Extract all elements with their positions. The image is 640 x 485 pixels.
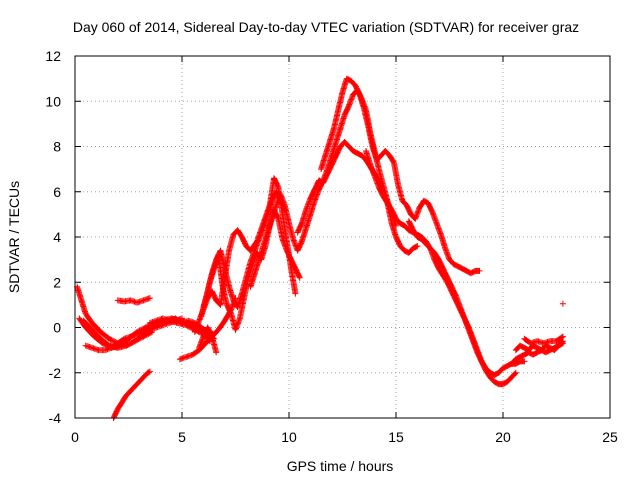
data-marker-path [114,295,153,306]
data-marker-path [521,333,566,347]
x-tick-label: 5 [178,429,186,445]
series-track-q [405,218,519,388]
series-track-f [114,295,153,306]
chart-title: Day 060 of 2014, Sidereal Day-to-day VTE… [73,19,579,35]
data-marker-path [363,148,528,378]
series-track-t [521,333,566,347]
series-track-l [200,188,288,311]
y-tick-label: 6 [53,184,61,200]
data-marker-path [405,218,519,388]
series-outlier [559,300,566,307]
y-tick-label: -2 [49,365,62,381]
x-tick-label: 10 [281,429,297,445]
y-tick-label: 12 [45,48,61,64]
series-track-e [110,368,153,421]
y-tick-label: 10 [45,93,61,109]
x-axis-label: GPS time / hours [287,458,394,474]
data-marker-path [200,188,288,311]
data-marker-path [559,300,566,307]
series-track-p [363,148,528,378]
y-tick-label: 2 [53,274,61,290]
series-track-h [176,295,239,363]
y-tick-label: 8 [53,139,61,155]
y-tick-label: 0 [53,320,61,336]
data-points [74,75,566,421]
series-track-m [247,86,399,290]
y-axis-label: SDTVAR / TECUs [6,181,22,293]
x-tick-label: 15 [388,429,404,445]
data-marker-path [110,368,153,421]
y-tick-label: -4 [49,410,62,426]
y-tick-label: 4 [53,229,61,245]
data-marker-path [318,75,483,277]
series-track-i [196,324,220,356]
data-marker-path [176,295,239,363]
data-marker-path [508,340,566,367]
data-marker-path [196,324,220,356]
x-tick-label: 0 [71,429,79,445]
series-track-o [318,75,483,277]
data-marker-path [247,86,399,290]
x-tick-label: 25 [602,429,618,445]
axis-ticks: 0 5 10 15 20 25 -4 -2 0 2 4 6 8 10 12 [45,48,618,445]
grid-lines [75,56,610,418]
x-tick-label: 20 [495,429,511,445]
series-track-s [508,340,566,367]
